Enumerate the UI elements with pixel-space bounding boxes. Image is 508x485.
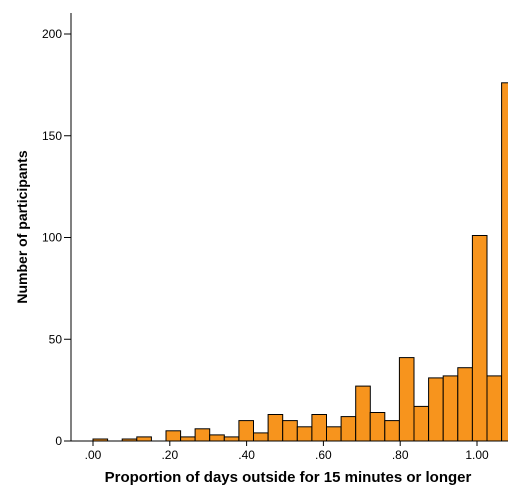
histogram-bar	[457, 367, 473, 442]
histogram-bar	[471, 235, 488, 442]
histogram-bar	[501, 82, 508, 442]
x-tick-label: .40	[238, 448, 255, 462]
histogram-bar	[311, 414, 327, 442]
x-tick-label: .00	[85, 448, 102, 462]
histogram-bar	[253, 432, 269, 442]
y-tick-label: 0	[55, 434, 62, 448]
histogram-bar	[486, 375, 503, 442]
histogram-bar	[340, 416, 357, 442]
histogram-bar	[282, 420, 298, 442]
y-ticks-group: 0 50 100 150 200	[42, 27, 71, 448]
histogram-bar	[355, 385, 371, 442]
y-tick-label: 150	[42, 129, 62, 143]
histogram-bar	[428, 377, 444, 442]
y-axis-title: Number of participants	[14, 150, 30, 303]
bars-group	[92, 82, 508, 442]
histogram-bar	[413, 405, 430, 442]
histogram-bar	[238, 420, 254, 442]
histogram-bar	[442, 375, 459, 442]
histogram-bar	[384, 420, 400, 442]
x-tick-label: .80	[392, 448, 409, 462]
histogram-bar	[369, 412, 386, 442]
y-tick-label: 50	[49, 332, 63, 346]
histogram-bar	[223, 436, 240, 442]
y-tick-label: 100	[42, 231, 62, 245]
x-tick-label: .60	[315, 448, 332, 462]
x-axis-title: Proportion of days outside for 15 minute…	[105, 469, 472, 485]
histogram-bar	[136, 436, 152, 442]
histogram-bar	[326, 426, 342, 442]
histogram-bar	[165, 430, 182, 442]
histogram-bar	[296, 426, 313, 442]
histogram-bar	[267, 414, 284, 442]
x-tick-label: .20	[161, 448, 178, 462]
histogram-bar	[180, 436, 196, 442]
histogram-bar	[194, 428, 211, 442]
y-tick-label: 200	[42, 27, 62, 41]
histogram-bar	[209, 434, 225, 442]
x-tick-label: 1.00	[465, 448, 489, 462]
x-ticks-group: .00 .20 .40 .60 .80 1.00	[85, 441, 489, 462]
histogram-bar	[398, 357, 415, 442]
